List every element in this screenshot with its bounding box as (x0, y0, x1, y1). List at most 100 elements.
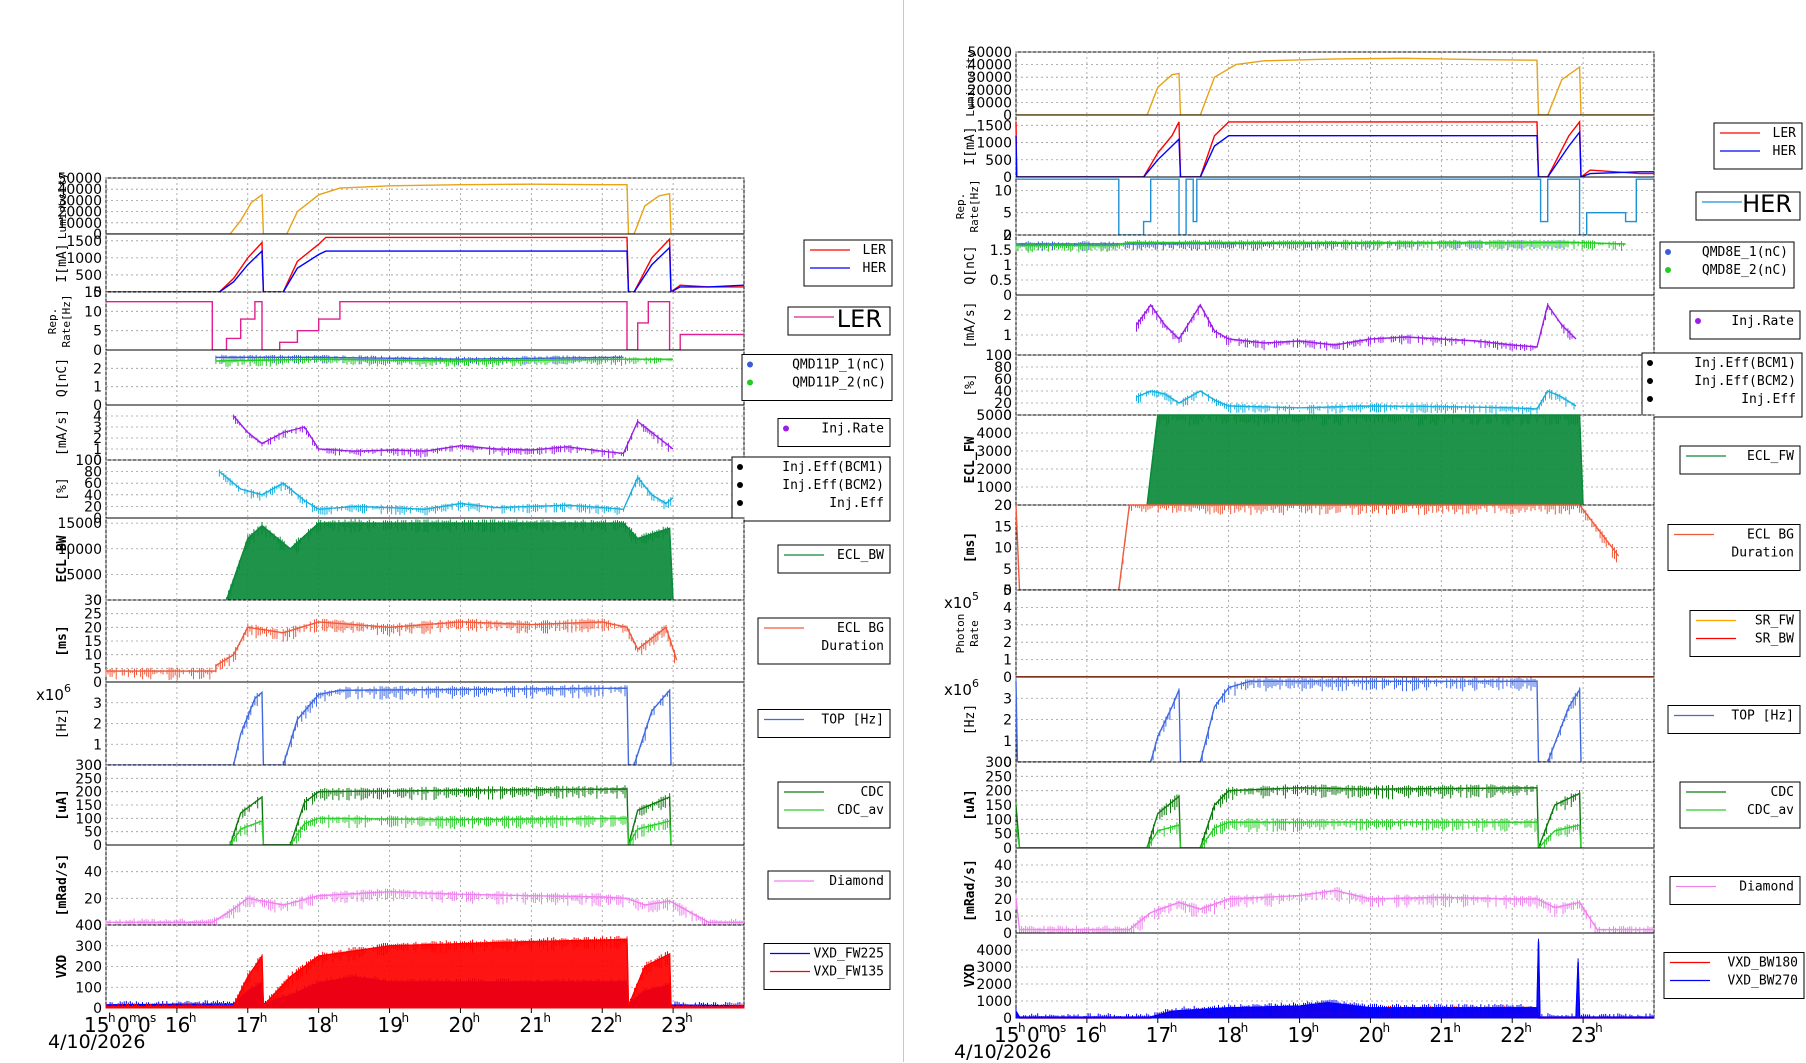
panel-frame (1016, 115, 1654, 177)
legend-marker (1647, 378, 1653, 384)
y-tick-label: 400 (75, 918, 102, 934)
y-tick-label: 1 (93, 737, 102, 753)
y-tick-label: 0 (93, 343, 102, 359)
y-tick-label: 20 (994, 498, 1012, 514)
y-tick-label: 20 (84, 891, 102, 907)
legend: TOP [Hz] (758, 710, 890, 738)
legend-label: Inj.Rate (821, 422, 884, 437)
y-tick-label: 1 (1003, 258, 1012, 274)
legend-label: Inj.Eff (829, 496, 884, 511)
legend: Inj.Eff(BCM1)Inj.Eff(BCM2)Inj.Eff (1642, 353, 1802, 417)
x-tick-unit: h (402, 1011, 410, 1025)
y-axis-label: [mRad/s] (55, 854, 70, 917)
legend: Inj.Rate (1690, 311, 1800, 339)
y-tick-label: 4000 (976, 426, 1012, 442)
legend-label: QMD8E_1(nC) (1702, 245, 1788, 260)
y-tick-label: 5 (1003, 562, 1012, 578)
y-tick-label: 0.5 (990, 273, 1012, 289)
legend-marker (737, 464, 743, 470)
y-axis-label: [uA] (55, 789, 70, 820)
panel--: 100806040200[%]Inj.Eff(BCM1)Inj.Eff(BCM2… (963, 348, 1802, 424)
panel-frame (106, 178, 744, 234)
y-axis-label: [%] (55, 477, 70, 500)
legend-label: ECL BG (837, 621, 884, 636)
legend-marker (747, 380, 753, 386)
legend-label: Inj.Eff(BCM2) (782, 478, 884, 493)
legend-label: Duration (821, 639, 884, 654)
y-tick-label: 10 (84, 304, 102, 320)
y-tick-label: 2 (1003, 308, 1012, 324)
y-tick-label: 5 (93, 324, 102, 340)
y-tick-label: 500 (985, 153, 1012, 169)
legend: LER HER (1714, 123, 1802, 169)
x-tick-label: 20 (448, 1013, 473, 1037)
y-tick-label: 1000 (976, 136, 1012, 152)
y-axis-label: VXD (55, 955, 70, 979)
legend-marker (1665, 267, 1671, 273)
legend-marker (747, 362, 753, 368)
legend-label: TOP [Hz] (821, 713, 884, 728)
legend-label: HER (1773, 144, 1797, 159)
x-tick-label: 23 (661, 1013, 686, 1037)
y-tick-label: 1.5 (990, 243, 1012, 259)
y-tick-label: 1500 (66, 234, 102, 250)
legend-label: CDC (861, 785, 884, 800)
panel-frame (1016, 177, 1654, 235)
y-tick-label: 3 (93, 696, 102, 712)
legend: Inj.Eff(BCM1)Inj.Eff(BCM2)Inj.Eff (732, 457, 890, 521)
x-tick-unit: h (331, 1011, 339, 1025)
y-tick-label: 1 (1003, 328, 1012, 344)
legend-label: HER (863, 261, 887, 276)
x-tick-unit: h (472, 1011, 480, 1025)
legend-marker (737, 482, 743, 488)
legend-label: VXD_FW135 (814, 965, 884, 980)
y-tick-label: 0 (1003, 288, 1012, 304)
y-tick-label: 0 (93, 675, 102, 691)
series-area-ecl-fw (1147, 415, 1583, 505)
panel-frame (106, 234, 744, 292)
legend: QMD8E_1(nC)QMD8E_2(nC) (1660, 242, 1794, 288)
legend-marker (1647, 360, 1653, 366)
legend-marker (1695, 318, 1701, 324)
legend-label: HER (1742, 190, 1792, 218)
legend-label: Inj.Eff(BCM1) (1694, 356, 1796, 371)
legend-label: ECL_FW (1747, 449, 1794, 464)
y-tick-label: 40 (84, 865, 102, 881)
legend: Inj.Rate (778, 419, 890, 447)
legend: ECL_BW (778, 545, 890, 573)
x-tick-unit: s (150, 1011, 156, 1025)
y-tick-label: 10 (994, 541, 1012, 557)
legend-label: Inj.Eff(BCM2) (1694, 374, 1796, 389)
y-tick-label: 100 (75, 980, 102, 996)
panel--: 100806040200[%]Inj.Eff(BCM1)Inj.Eff(BCM2… (55, 453, 890, 527)
y-axis-label: Q[nC] (963, 245, 978, 284)
y-axis-label: I[mA] (963, 126, 978, 165)
y-tick-label: 1 (93, 380, 102, 396)
y-tick-label: 15 (994, 519, 1012, 535)
legend-label: LER (1773, 126, 1797, 141)
y-tick-label: 10 (994, 183, 1012, 199)
y-tick-label: 2 (93, 361, 102, 377)
y-tick-label: 300 (75, 939, 102, 955)
y-tick-label: 15000 (57, 516, 102, 532)
y-tick-label: 1500 (976, 118, 1012, 134)
panel-frame (1016, 355, 1654, 415)
y-tick-label: 1000 (976, 480, 1012, 496)
legend-marker (1665, 249, 1671, 255)
y-multiplier-exponent: 6 (64, 682, 71, 695)
y-axis-label: [ms] (55, 625, 70, 656)
y-tick-label: 3000 (976, 444, 1012, 460)
